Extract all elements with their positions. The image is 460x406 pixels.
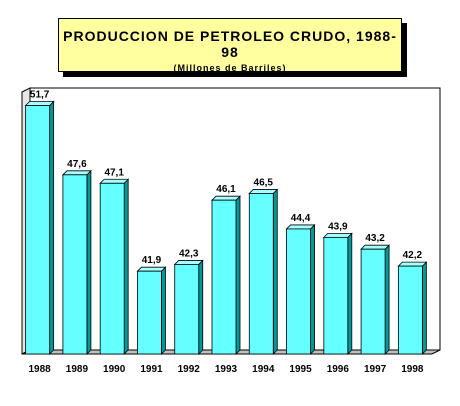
bar — [211, 199, 237, 355]
bar-side — [384, 244, 390, 355]
bar-top — [99, 178, 130, 184]
x-tick-label: 1990 — [103, 364, 126, 375]
bar — [137, 270, 162, 355]
bar-top — [61, 170, 92, 176]
data-label: 46,1 — [216, 184, 236, 195]
data-label: 42,2 — [403, 250, 423, 261]
data-label: 41,9 — [142, 255, 162, 266]
chart-title-box: PRODUCCION DE PETROLEO CRUDO, 1988-98 (M… — [58, 18, 402, 73]
bar — [397, 265, 423, 355]
data-label: 43,9 — [328, 221, 348, 232]
bar-top — [360, 244, 391, 250]
data-label: 46,5 — [254, 177, 274, 188]
x-tick-label: 1994 — [252, 364, 275, 375]
bar — [248, 193, 274, 355]
data-label: 51,7 — [30, 90, 50, 101]
bar-top — [136, 266, 167, 272]
x-tick-label: 1995 — [289, 364, 312, 375]
data-label: 42,3 — [179, 248, 199, 259]
x-tick-label: 1992 — [178, 364, 201, 375]
x-tick-label: 1989 — [66, 364, 89, 375]
x-tick-label: 1998 — [401, 364, 424, 375]
x-tick-label: 1997 — [364, 364, 387, 375]
data-label: 44,4 — [291, 213, 311, 224]
chart-subtitle: (Millones de Barriles) — [173, 63, 287, 73]
bar-side — [123, 178, 129, 355]
bar — [286, 228, 311, 355]
x-tick-label: 1996 — [327, 364, 350, 375]
bar — [99, 182, 125, 355]
bar-side — [86, 169, 92, 355]
bar-side — [347, 232, 353, 355]
x-tick-label: 1991 — [140, 364, 163, 375]
bar-side — [235, 195, 241, 355]
data-label: 43,2 — [365, 233, 385, 244]
data-label: 47,1 — [104, 167, 124, 178]
bar-top — [248, 189, 279, 194]
bar — [174, 264, 200, 355]
bar-top — [173, 260, 204, 265]
bar — [62, 174, 88, 355]
bar-side — [421, 261, 427, 355]
x-tick-label: 1993 — [215, 364, 238, 375]
bar-top — [397, 261, 428, 267]
bar-side — [161, 266, 166, 355]
bar-side — [198, 259, 204, 355]
bar-top — [322, 232, 353, 238]
bar-side — [310, 223, 315, 355]
data-label: 47,6 — [67, 159, 87, 170]
bar-top — [24, 101, 55, 106]
bar-top — [211, 195, 241, 201]
bar — [323, 236, 349, 355]
x-tick-label: 1988 — [29, 364, 52, 375]
chart-title: PRODUCCION DE PETROLEO CRUDO, 1988-98 — [63, 28, 397, 60]
bar-side — [272, 188, 278, 355]
bar — [25, 105, 51, 355]
bar-top — [285, 224, 316, 230]
bar-side — [49, 100, 55, 355]
bar — [360, 248, 386, 355]
